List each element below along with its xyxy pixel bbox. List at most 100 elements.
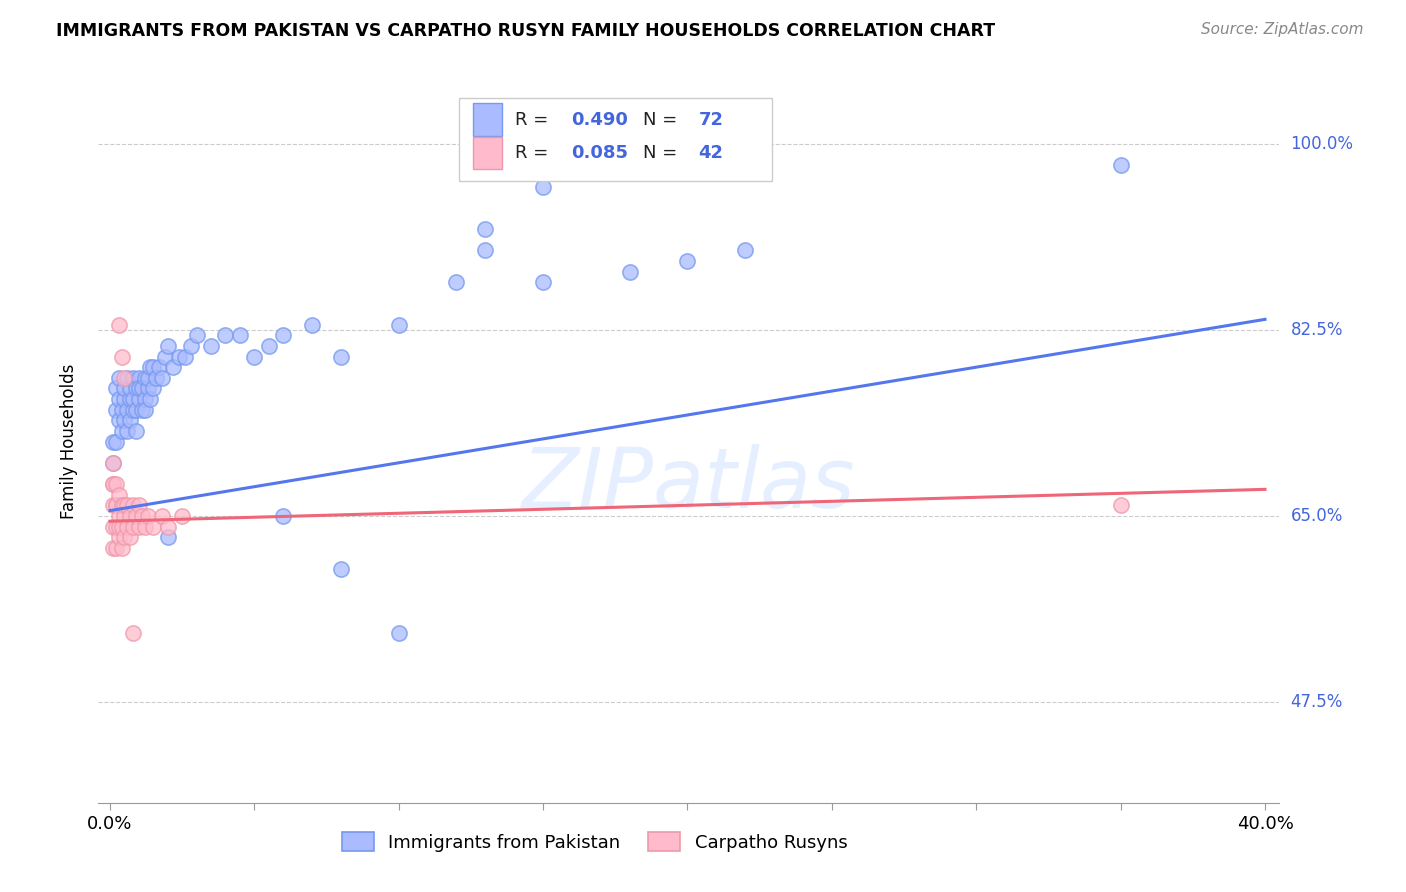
Point xyxy=(101,477,124,491)
Point xyxy=(330,562,353,576)
Point xyxy=(101,541,124,555)
Point xyxy=(153,350,176,364)
Point xyxy=(271,328,294,343)
Point xyxy=(125,402,148,417)
Point xyxy=(388,625,411,640)
Point xyxy=(112,392,135,406)
Point xyxy=(120,381,142,395)
Point xyxy=(446,275,468,289)
Text: 65.0%: 65.0% xyxy=(1291,507,1343,524)
Text: R =: R = xyxy=(516,111,554,129)
Point xyxy=(200,339,222,353)
Point xyxy=(1109,158,1132,172)
Point xyxy=(619,264,641,278)
Point xyxy=(104,498,127,512)
Point xyxy=(301,318,323,332)
Point xyxy=(734,244,756,258)
Point xyxy=(122,371,145,385)
Point xyxy=(531,179,554,194)
Point xyxy=(112,508,135,523)
FancyBboxPatch shape xyxy=(458,98,772,181)
Point xyxy=(112,498,135,512)
Y-axis label: Family Households: Family Households xyxy=(59,364,77,519)
Point xyxy=(145,371,167,385)
Point xyxy=(110,519,132,533)
Point xyxy=(150,371,173,385)
Point xyxy=(117,402,139,417)
Point xyxy=(117,519,139,533)
Point xyxy=(101,434,124,449)
Point xyxy=(134,371,156,385)
Point xyxy=(676,254,699,268)
Point xyxy=(156,339,179,353)
Point xyxy=(131,381,153,395)
Point xyxy=(104,541,127,555)
Point xyxy=(169,350,191,364)
Point xyxy=(110,424,132,438)
Text: 42: 42 xyxy=(699,145,724,162)
FancyBboxPatch shape xyxy=(472,103,502,136)
Point xyxy=(107,519,129,533)
Point xyxy=(330,350,353,364)
Point xyxy=(150,508,173,523)
Point xyxy=(117,371,139,385)
Point xyxy=(388,318,411,332)
Point xyxy=(101,498,124,512)
Point xyxy=(122,519,145,533)
Point xyxy=(112,381,135,395)
Text: 47.5%: 47.5% xyxy=(1291,693,1343,711)
Text: 100.0%: 100.0% xyxy=(1291,135,1354,153)
Point xyxy=(120,413,142,427)
Point xyxy=(125,381,148,395)
Point xyxy=(104,477,127,491)
Point xyxy=(139,392,162,406)
Point xyxy=(122,392,145,406)
Point xyxy=(142,360,165,375)
Point xyxy=(156,530,179,544)
Point xyxy=(110,402,132,417)
Point xyxy=(174,350,197,364)
Point xyxy=(110,541,132,555)
Point xyxy=(125,424,148,438)
Point xyxy=(107,371,129,385)
Point xyxy=(156,519,179,533)
Point xyxy=(148,360,170,375)
Point xyxy=(128,392,150,406)
Point xyxy=(104,381,127,395)
Text: N =: N = xyxy=(643,145,683,162)
Point xyxy=(110,498,132,512)
Legend: Immigrants from Pakistan, Carpatho Rusyns: Immigrants from Pakistan, Carpatho Rusyn… xyxy=(335,825,855,859)
Point xyxy=(531,275,554,289)
Point xyxy=(229,328,252,343)
Point xyxy=(112,413,135,427)
FancyBboxPatch shape xyxy=(472,136,502,169)
Point xyxy=(131,402,153,417)
Point xyxy=(134,392,156,406)
Point xyxy=(120,508,142,523)
Point xyxy=(136,381,159,395)
Point xyxy=(257,339,280,353)
Point xyxy=(122,498,145,512)
Text: R =: R = xyxy=(516,145,554,162)
Point xyxy=(107,488,129,502)
Point xyxy=(104,434,127,449)
Point xyxy=(104,402,127,417)
Point xyxy=(474,222,496,236)
Point xyxy=(117,424,139,438)
Point xyxy=(101,477,124,491)
Point xyxy=(131,508,153,523)
Point xyxy=(122,625,145,640)
Text: 0.490: 0.490 xyxy=(571,111,627,129)
Point xyxy=(110,350,132,364)
Text: IMMIGRANTS FROM PAKISTAN VS CARPATHO RUSYN FAMILY HOUSEHOLDS CORRELATION CHART: IMMIGRANTS FROM PAKISTAN VS CARPATHO RUS… xyxy=(56,22,995,40)
Point xyxy=(128,371,150,385)
Point xyxy=(214,328,236,343)
Point xyxy=(561,158,583,172)
Point xyxy=(120,392,142,406)
Text: 72: 72 xyxy=(699,111,724,129)
Text: N =: N = xyxy=(643,111,683,129)
Point xyxy=(128,498,150,512)
Point xyxy=(243,350,266,364)
Point xyxy=(107,413,129,427)
Point xyxy=(112,371,135,385)
